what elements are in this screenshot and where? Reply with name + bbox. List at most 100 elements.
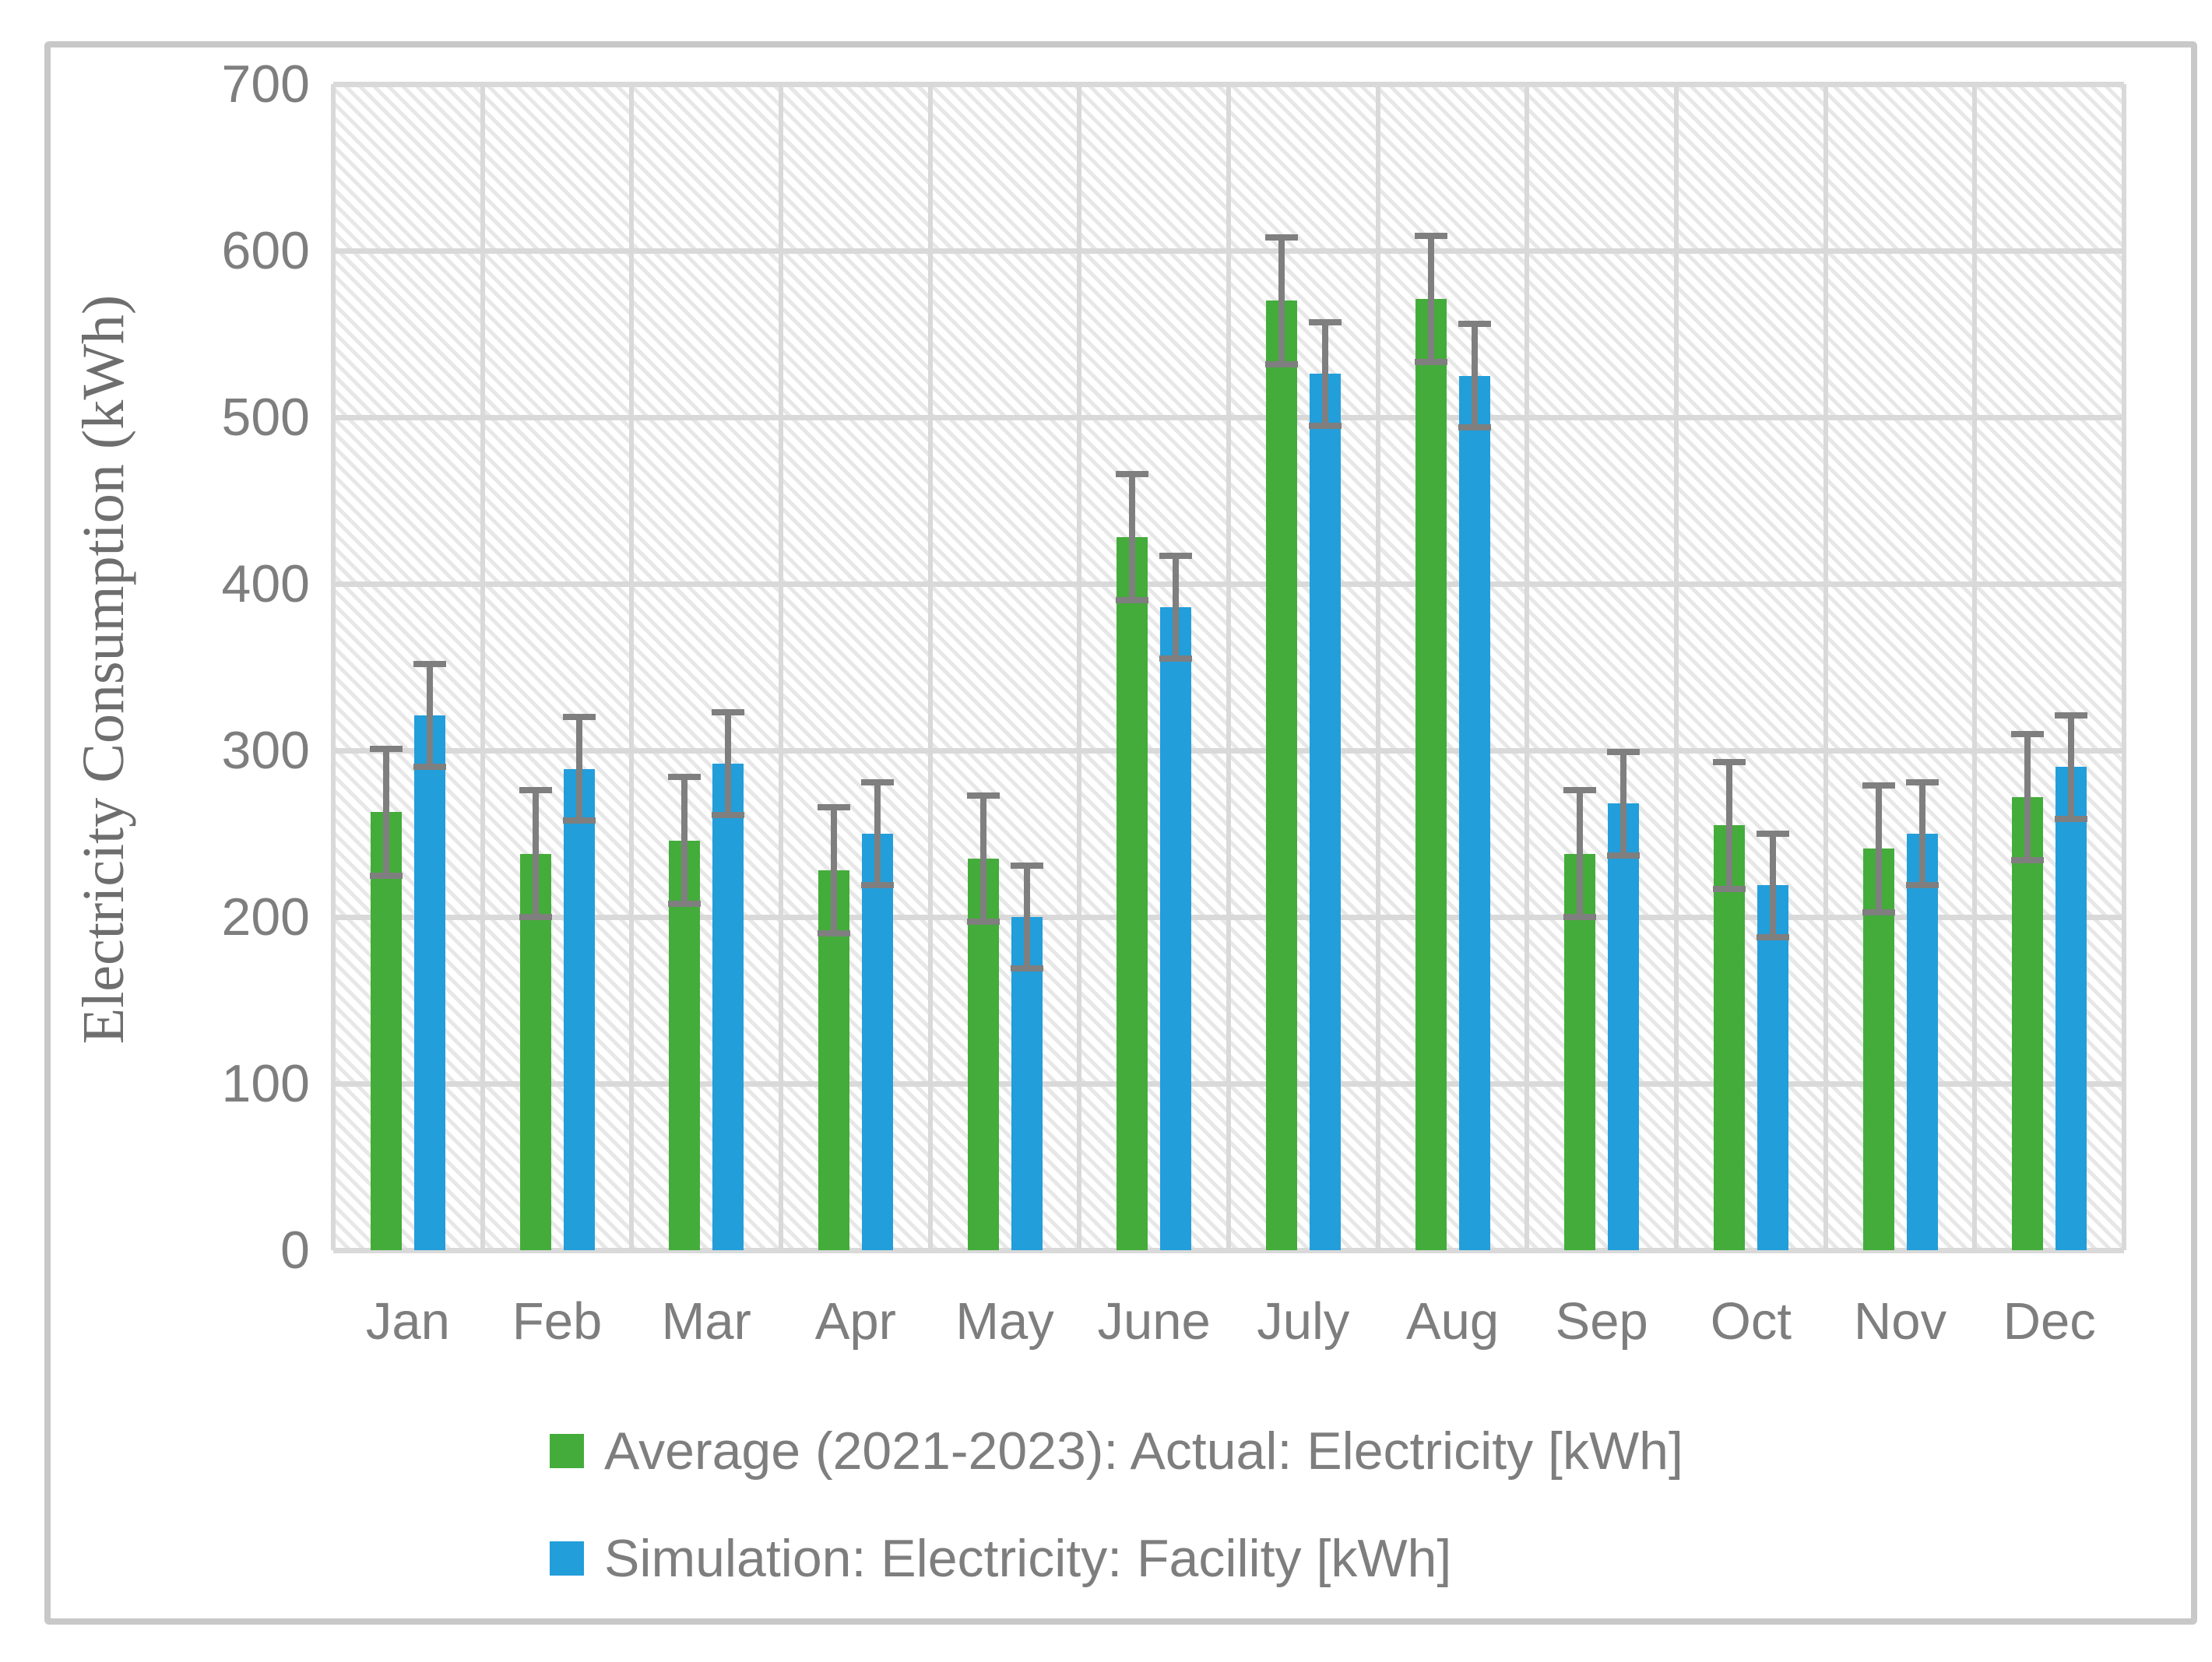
gridline-v-6 — [1226, 84, 1231, 1250]
error-bar-line-simulation-aug — [1471, 324, 1478, 427]
bar-average-aug — [1415, 299, 1447, 1250]
y-tick-label-400: 400 — [221, 554, 310, 613]
error-bar-cap-top-average-july — [1264, 234, 1298, 241]
legend-swatch-average — [550, 1434, 584, 1468]
gridline-v-3 — [779, 84, 783, 1250]
legend: Average (2021-2023): Actual: Electricity… — [550, 1423, 1683, 1638]
error-bar-cap-top-average-mar — [668, 774, 702, 781]
error-bar-cap-bottom-simulation-aug — [1458, 423, 1491, 430]
y-tick-label-300: 300 — [221, 721, 310, 780]
error-bar-line-simulation-may — [1023, 865, 1030, 969]
error-bar-cap-top-average-oct — [1712, 758, 1746, 765]
bar-simulation-aug — [1458, 375, 1490, 1250]
bar-simulation-apr — [861, 834, 893, 1250]
error-bar-line-average-may — [979, 795, 986, 922]
error-bar-line-simulation-apr — [874, 782, 881, 886]
error-bar-line-simulation-nov — [1918, 782, 1925, 886]
bar-average-mar — [669, 840, 701, 1250]
x-tick-label-dec: Dec — [2003, 1292, 2096, 1351]
error-bar-cap-top-average-jan — [369, 745, 403, 752]
error-bar-cap-top-simulation-jan — [413, 660, 446, 667]
error-bar-line-average-aug — [1427, 235, 1434, 363]
error-bar-cap-bottom-simulation-june — [1159, 655, 1193, 662]
legend-label-average: Average (2021-2023): Actual: Electricity… — [604, 1421, 1683, 1481]
error-bar-line-average-nov — [1875, 785, 1882, 912]
error-bar-line-simulation-jan — [426, 663, 433, 768]
error-bar-cap-top-average-dec — [2011, 730, 2045, 737]
error-bar-cap-bottom-simulation-july — [1308, 422, 1342, 429]
gridline-v-10 — [1823, 84, 1828, 1250]
y-tick-label-0: 0 — [280, 1221, 310, 1280]
x-tick-label-feb: Feb — [512, 1292, 603, 1351]
bar-simulation-june — [1160, 606, 1192, 1250]
error-bar-line-simulation-june — [1173, 555, 1180, 659]
y-tick-label-500: 500 — [221, 388, 310, 447]
legend-label-simulation: Simulation: Electricity: Facility [kWh] — [604, 1529, 1452, 1588]
gridline-h-0 — [333, 1247, 2124, 1253]
error-bar-cap-bottom-average-june — [1116, 597, 1149, 604]
gridline-v-12 — [2122, 84, 2126, 1250]
error-bar-line-average-dec — [2024, 733, 2031, 861]
bar-simulation-jan — [413, 715, 445, 1250]
error-bar-cap-top-average-aug — [1414, 232, 1447, 239]
x-tick-label-apr: Apr — [814, 1292, 896, 1351]
error-bar-cap-bottom-average-aug — [1414, 359, 1447, 366]
bar-simulation-sep — [1608, 803, 1640, 1250]
y-axis-title: Electricity Consumption (kWh) — [71, 294, 136, 1045]
legend-swatch-simulation — [550, 1541, 584, 1576]
gridline-v-8 — [1524, 84, 1530, 1250]
legend-item-average: Average (2021-2023): Actual: Electricity… — [550, 1423, 1683, 1479]
error-bar-cap-top-average-apr — [817, 803, 850, 810]
x-tick-label-aug: Aug — [1405, 1292, 1500, 1351]
y-tick-label-700: 700 — [221, 54, 310, 114]
error-bar-line-simulation-dec — [2068, 715, 2075, 819]
error-bar-line-average-apr — [830, 806, 837, 934]
error-bar-cap-bottom-average-dec — [2011, 857, 2045, 864]
bar-average-jan — [370, 812, 402, 1250]
bar-simulation-mar — [712, 764, 744, 1250]
bar-average-june — [1117, 537, 1148, 1250]
error-bar-cap-top-average-nov — [1862, 782, 1895, 789]
bar-average-dec — [2012, 796, 2044, 1250]
bar-average-oct — [1713, 825, 1745, 1250]
error-bar-cap-bottom-simulation-may — [1010, 965, 1043, 972]
gridline-v-4 — [927, 84, 933, 1250]
x-tick-label-mar: Mar — [661, 1292, 751, 1351]
error-bar-cap-top-simulation-apr — [860, 778, 894, 785]
error-bar-cap-top-simulation-aug — [1458, 321, 1491, 328]
x-tick-label-oct: Oct — [1710, 1292, 1792, 1351]
error-bar-cap-top-average-june — [1116, 470, 1149, 477]
error-bar-cap-bottom-simulation-nov — [1905, 882, 1939, 889]
figure-border — [44, 41, 2197, 1625]
bar-simulation-july — [1309, 374, 1341, 1250]
bar-average-july — [1265, 300, 1297, 1250]
error-bar-cap-top-simulation-oct — [1756, 831, 1789, 837]
x-tick-label-june: June — [1097, 1292, 1211, 1351]
legend-item-simulation: Simulation: Electricity: Facility [kWh] — [550, 1530, 1683, 1586]
error-bar-line-simulation-sep — [1620, 752, 1627, 856]
x-tick-label-july: July — [1257, 1292, 1350, 1351]
error-bar-line-average-june — [1129, 473, 1136, 601]
error-bar-line-simulation-oct — [1769, 834, 1776, 937]
error-bar-line-simulation-mar — [725, 712, 732, 816]
error-bar-line-average-jan — [382, 748, 389, 876]
error-bar-cap-bottom-simulation-feb — [562, 817, 596, 824]
x-tick-label-sep: Sep — [1555, 1292, 1648, 1351]
error-bar-cap-top-simulation-nov — [1905, 778, 1939, 785]
error-bar-line-average-mar — [681, 777, 688, 904]
error-bar-cap-bottom-simulation-dec — [2055, 815, 2088, 822]
error-bar-cap-bottom-simulation-sep — [1607, 852, 1641, 859]
bar-simulation-may — [1011, 917, 1043, 1250]
bar-simulation-feb — [563, 768, 595, 1250]
error-bar-cap-top-simulation-may — [1010, 862, 1043, 869]
x-tick-label-may: May — [955, 1292, 1054, 1351]
error-bar-cap-bottom-average-jan — [369, 872, 403, 879]
bar-simulation-nov — [1906, 834, 1938, 1250]
error-bar-line-average-feb — [532, 790, 539, 917]
error-bar-line-simulation-july — [1321, 322, 1328, 426]
error-bar-cap-top-average-may — [966, 792, 1000, 799]
y-tick-label-600: 600 — [221, 221, 310, 280]
error-bar-line-average-sep — [1577, 790, 1584, 917]
error-bar-cap-bottom-average-feb — [519, 914, 552, 920]
